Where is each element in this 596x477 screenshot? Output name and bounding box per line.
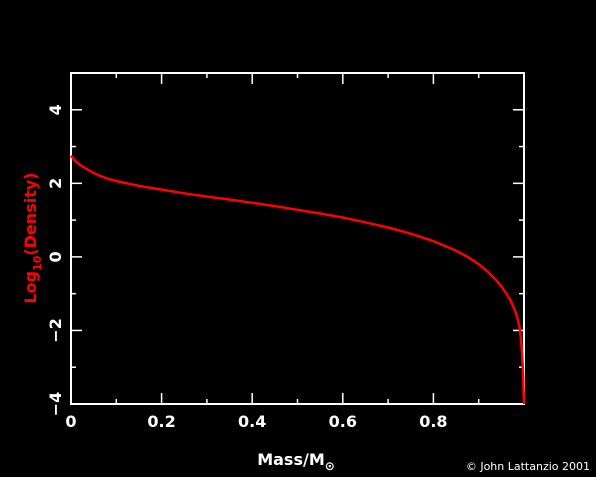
x-tick-label: 0.2 bbox=[147, 412, 175, 431]
x-tick-label: 0 bbox=[65, 412, 76, 431]
y-tick-label: 0 bbox=[46, 251, 65, 262]
plot-frame bbox=[70, 72, 525, 405]
y-tick-label: −2 bbox=[46, 318, 65, 343]
y-tick-label: −4 bbox=[46, 392, 65, 417]
axes-frame bbox=[70, 72, 525, 405]
x-tick-labels: 0 0.2 0.4 0.6 0.8 bbox=[65, 412, 447, 431]
credit-text: © John Lattanzio 2001 bbox=[466, 460, 590, 473]
y-axis-label-suffix: (Density) bbox=[21, 172, 40, 255]
x-axis-label-sun-symbol: ⊙ bbox=[325, 459, 335, 473]
y-axis-label: Log10(Density) bbox=[21, 172, 44, 303]
y-axis-label-subscript: 10 bbox=[31, 255, 44, 271]
x-tick-label: 0.6 bbox=[329, 412, 357, 431]
y-axis-label-prefix: Log bbox=[21, 271, 40, 304]
density-series-line bbox=[70, 155, 526, 405]
x-axis-label: Mass/M⊙ bbox=[257, 450, 335, 473]
x-axis-label-text: Mass/M bbox=[257, 450, 325, 469]
x-tick-label: 0.8 bbox=[419, 412, 447, 431]
x-tick-label: 0.4 bbox=[238, 412, 266, 431]
ticks bbox=[70, 72, 525, 405]
y-tick-label: 2 bbox=[46, 178, 65, 189]
y-tick-label: 4 bbox=[46, 104, 65, 115]
series-group bbox=[70, 155, 526, 405]
y-tick-labels: −4 −2 0 2 4 bbox=[46, 104, 65, 416]
